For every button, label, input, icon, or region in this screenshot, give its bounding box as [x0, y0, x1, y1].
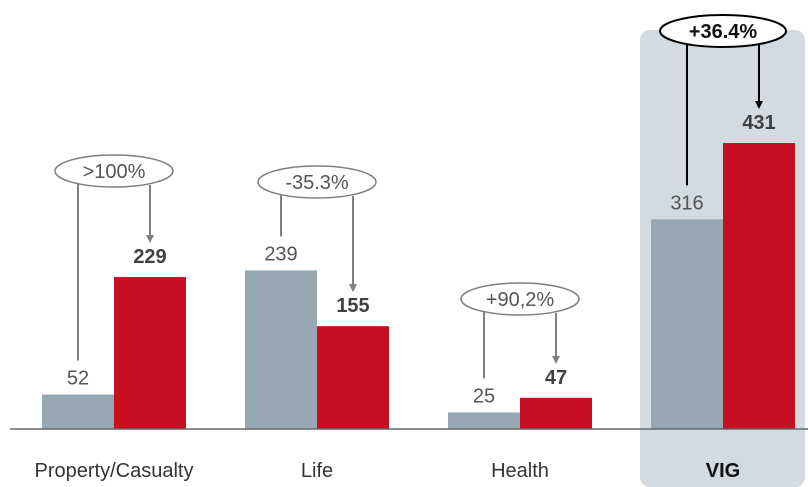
value-label-current: 47	[545, 367, 567, 389]
change-pill	[659, 14, 787, 48]
bar-current	[520, 397, 592, 429]
bar-previous	[245, 270, 317, 429]
bar-previous	[42, 394, 114, 429]
bar-previous	[448, 412, 520, 429]
change-label: >100%	[83, 161, 146, 183]
change-arrows-group: >100% -35.3% +90,2% +36.4%	[54, 14, 787, 379]
change-pill	[257, 165, 377, 199]
change-pill	[54, 154, 174, 188]
change-label: -35.3%	[285, 172, 349, 194]
value-label-previous: 52	[67, 367, 89, 389]
category-label: Health	[491, 460, 549, 482]
bar-previous	[651, 219, 723, 429]
category-label: VIG	[706, 460, 740, 482]
bars-group	[42, 143, 795, 429]
bar-current	[723, 143, 795, 429]
value-label-current: 155	[336, 295, 369, 317]
change-pill	[460, 282, 580, 316]
change-label: +90,2%	[486, 289, 555, 311]
value-label-current: 229	[133, 246, 166, 268]
value-label-previous: 25	[473, 385, 495, 407]
bar-current	[317, 326, 389, 429]
bar-current	[114, 277, 186, 429]
change-label: +36.4%	[689, 21, 758, 43]
category-label: Property/Casualty	[35, 460, 194, 482]
labels-group: 52 229 Property/Casualty 239 155 Life 25 47 Heal…	[35, 112, 776, 482]
value-label-previous: 239	[264, 243, 297, 265]
value-label-previous: 316	[670, 192, 703, 214]
value-label-current: 431	[742, 112, 775, 134]
category-label: Life	[301, 460, 333, 482]
